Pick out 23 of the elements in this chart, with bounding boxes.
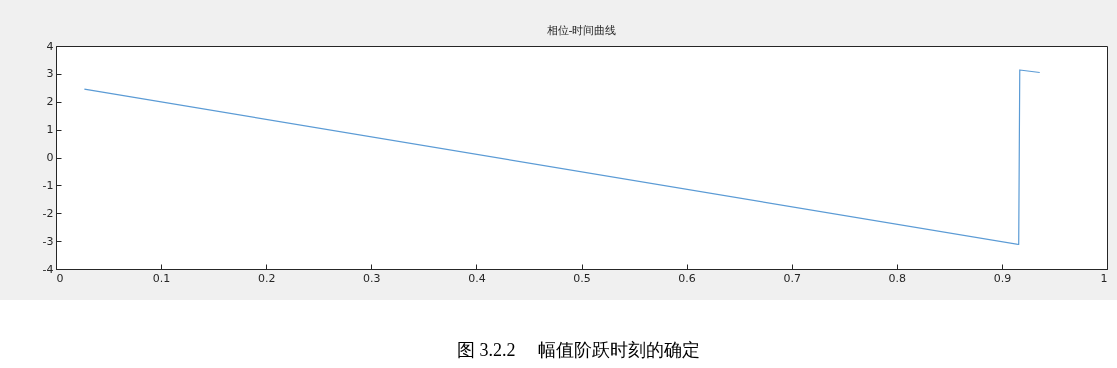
y-tick-label: 2 (46, 95, 54, 109)
caption: 图 3.2.2 幅值阶跃时刻的确定 (456, 339, 701, 362)
x-tick-label: 0.4 (468, 271, 486, 285)
x-tick-label: 0.3 (363, 271, 381, 285)
y-tick-label: 0 (46, 151, 54, 164)
y-tick-label: -2 (42, 206, 54, 220)
y-tick-label: 3 (46, 67, 54, 81)
x-tick-label: 0.5 (573, 271, 591, 285)
x-tick-label: 0.9 (993, 271, 1012, 285)
y-tick-label: 1 (46, 123, 54, 137)
chart-title: 相位-时间曲线 (546, 24, 617, 37)
y-tick-label: -4 (42, 262, 54, 276)
x-tick-label: 1 (1100, 271, 1108, 285)
y-tick-label: -1 (42, 178, 54, 192)
x-tick-label: 0 (56, 271, 64, 285)
x-tick-label: 0.2 (257, 271, 276, 285)
x-tick-label: 0.1 (152, 271, 171, 285)
line-series (83, 69, 1041, 246)
y-tick-label: 4 (46, 39, 54, 53)
x-tick-label: 0.8 (888, 271, 907, 285)
y-tick-label: -3 (42, 234, 54, 248)
x-tick-label: 0.6 (678, 271, 696, 285)
x-tick-label: 0.7 (783, 271, 801, 285)
